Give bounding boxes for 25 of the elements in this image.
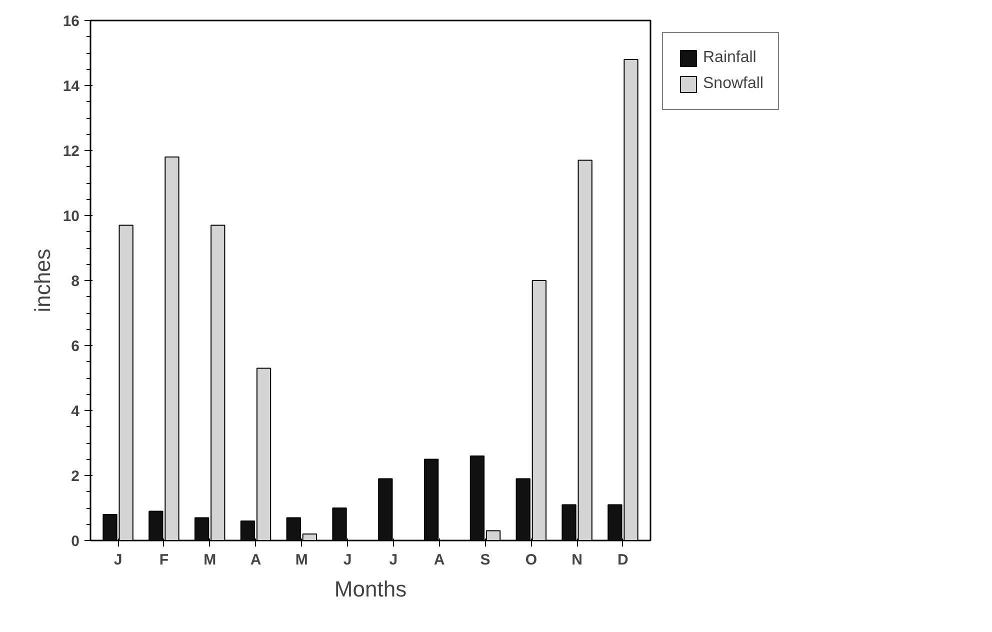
x-tick-label: A [434,552,445,568]
x-tick-label: J [343,552,352,568]
x-tick-label: D [618,552,629,568]
x-tick-label: J [389,552,398,568]
x-tick-label: M [204,552,216,568]
y-tick-label: 2 [71,468,80,485]
x-tick-label: N [572,552,582,568]
x-tick-label: M [295,552,308,568]
y-tick-label: 14 [62,78,80,95]
x-tick-label: O [525,552,538,568]
y-tick-label: 6 [71,338,80,355]
y-tick-label: 12 [62,143,80,160]
legend-label: Rainfall [703,49,756,67]
y-tick-label: 8 [71,273,80,290]
y-tick-label: 16 [62,13,80,30]
y-axis-title: inches [30,248,55,312]
y-tick-label: 0 [71,533,80,550]
x-tick-label: J [114,552,122,568]
x-tick-label: S [480,552,490,568]
x-tick-label: A [250,552,262,568]
x-tick-label: F [159,552,169,568]
x-axis-title: Months [334,576,407,602]
legend-label: Snowfall [703,75,764,93]
y-tick-label: 4 [71,403,80,420]
y-tick-label: 10 [62,208,80,225]
